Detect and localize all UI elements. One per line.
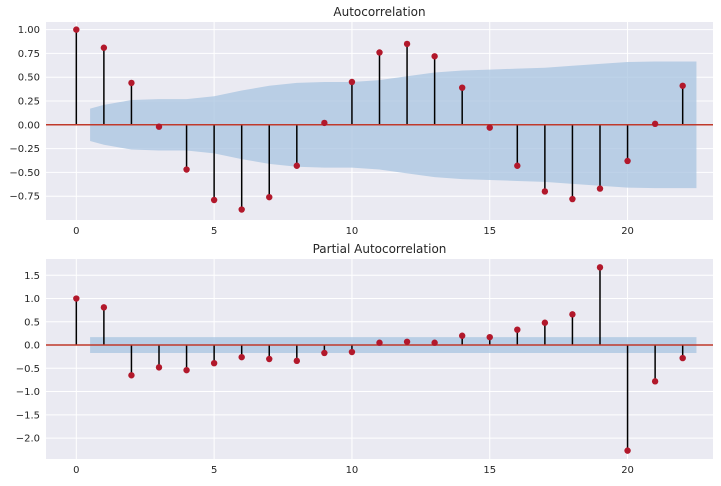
acf-marker-lag-7 [266,193,273,201]
pacf-marker-lag-2 [128,372,135,379]
acf-x-tick-label: 10 [346,226,359,237]
acf-marker-lag-3 [155,123,163,130]
acf-marker-lag-15 [486,124,493,131]
acf-marker-lag-10 [348,78,356,86]
acf-y-tick-label: −0.50 [9,168,40,179]
acf-y-tick-label: 0.25 [18,97,40,108]
pacf-y-tick-label: −1.0 [16,387,40,398]
pacf-marker-lag-5 [210,359,218,367]
pacf-marker-lag-9 [321,349,328,357]
pacf-x-tick-label: 5 [211,465,217,476]
pacf-y-tick-label: 0.5 [24,317,40,328]
pacf-marker-lag-7 [266,355,273,363]
acf-marker-lag-22 [679,82,686,89]
pacf-y-tick-label: 1.0 [24,294,40,305]
pacf-x-tick-label: 20 [621,465,634,476]
acf-y-tick-label: 0.75 [18,49,40,60]
acf-y-tick-label: −0.25 [9,144,40,155]
pacf-marker-lag-16 [514,326,521,333]
acf-marker-lag-17 [541,188,549,195]
acf-panel: 1.00 0.75 0.50 0.25 0.00 −0.25 −0.50 −0.75 0 5 10 1… [9,5,713,237]
acf-y-tick-label: 0.00 [18,120,40,131]
acf-marker-lag-12 [403,40,411,48]
pacf-y-tick-label: 0.0 [24,341,40,352]
pacf-marker-lag-21 [651,378,659,385]
pacf-x-tick-label: 10 [346,465,359,476]
acf-marker-lag-21 [651,120,659,128]
pacf-marker-lag-0 [73,295,80,302]
acf-marker-lag-4 [183,166,190,173]
pacf-marker-lag-17 [541,319,549,326]
pacf-y-tick-label: −1.5 [16,410,40,421]
acf-x-tick-label: 0 [73,226,79,237]
pacf-marker-lag-13 [431,339,438,346]
pacf-marker-lag-11 [376,339,383,346]
acf-marker-lag-13 [431,53,438,60]
pacf-marker-lag-18 [569,311,576,318]
acf-x-tick-label: 20 [621,226,634,237]
acf-x-tick-label: 15 [483,226,496,237]
pacf-plot-area [46,259,713,459]
acf-marker-lag-2 [128,79,135,87]
pacf-marker-lag-4 [183,366,190,374]
acf-marker-lag-9 [321,119,328,127]
pacf-marker-lag-8 [293,357,301,365]
acf-title: Autocorrelation [333,5,425,19]
acf-marker-lag-11 [376,49,383,56]
pacf-y-tick-label: −0.5 [16,364,40,375]
acf-marker-lag-14 [458,84,466,91]
pacf-marker-lag-22 [679,354,686,362]
acf-marker-lag-5 [210,196,218,204]
pacf-title: Partial Autocorrelation [313,242,447,256]
pacf-marker-lag-3 [155,364,163,371]
pacf-marker-lag-12 [403,338,411,345]
acf-marker-lag-16 [514,162,521,169]
acf-y-tick-label: −0.75 [9,192,40,203]
acf-marker-lag-20 [624,157,631,165]
pacf-marker-lag-6 [238,353,245,361]
pacf-y-tick-label: −2.0 [16,434,40,445]
acf-y-tick-label: 1.00 [18,25,40,36]
pacf-x-tick-label: 15 [483,465,496,476]
pacf-marker-lag-14 [458,332,466,339]
pacf-y-tick-label: 1.5 [24,271,40,282]
pacf-panel: 1.5 1.0 0.5 0.0 −0.5 −1.0 −1.5 −2.0 0 5 10 15 20 Part… [16,242,713,476]
acf-marker-lag-19 [596,185,604,192]
pacf-marker-lag-19 [596,264,604,271]
acf-marker-lag-0 [73,26,80,33]
pacf-marker-lag-10 [348,348,356,356]
acf-x-tick-label: 5 [211,226,217,237]
pacf-marker-lag-20 [624,447,631,454]
acf-marker-lag-18 [569,195,576,203]
acf-marker-lag-1 [100,44,108,51]
pacf-x-tick-label: 0 [73,465,79,476]
acf-y-tick-label: 0.50 [18,73,40,84]
acf-marker-lag-6 [238,206,245,213]
pacf-marker-lag-1 [100,304,108,311]
pacf-marker-lag-15 [486,333,493,341]
acf-marker-lag-8 [293,162,301,169]
